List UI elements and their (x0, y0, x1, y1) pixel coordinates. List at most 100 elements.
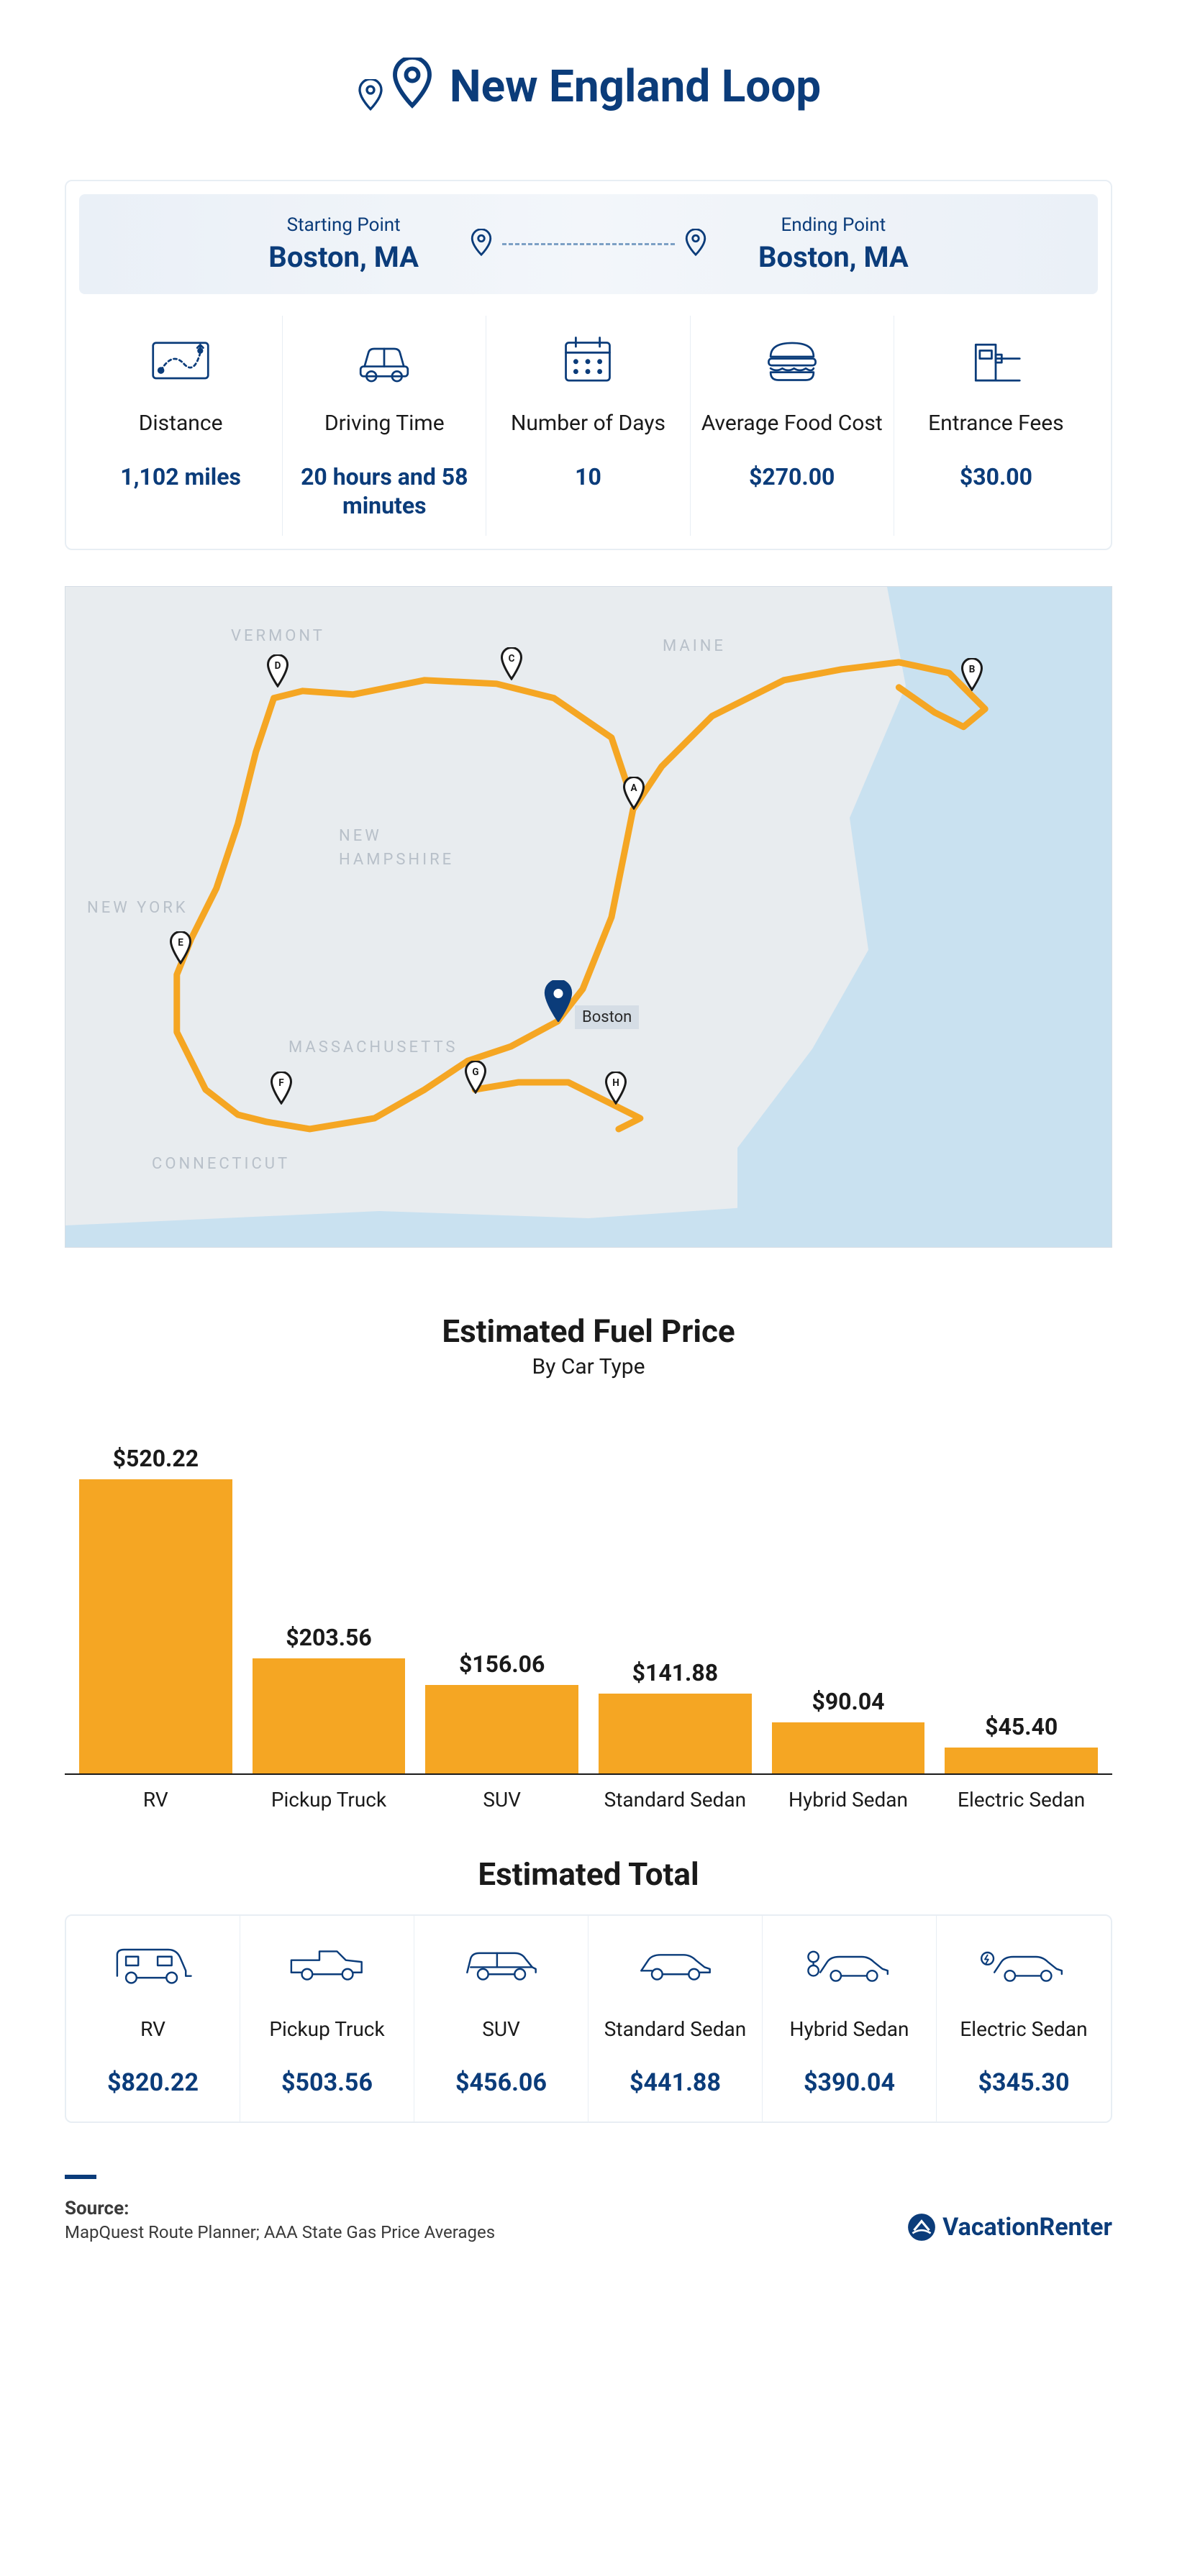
toll-icon (901, 332, 1091, 388)
map-state-label: NEW YORK (87, 896, 217, 920)
bar-category-label: Electric Sedan (945, 1788, 1098, 1812)
stat-value: 1,102 miles (86, 462, 275, 491)
bar-column: $203.56 (253, 1415, 406, 1773)
svg-text:E: E (178, 937, 183, 949)
route-dotted-line (502, 243, 675, 245)
electric-icon (944, 1937, 1104, 1993)
car-icon (290, 332, 478, 388)
stat-label: Entrance Fees (901, 398, 1091, 449)
map-waypoint-pin: C (499, 647, 524, 680)
total-value: $345.30 (944, 2068, 1104, 2097)
svg-text:C: C (509, 653, 515, 664)
small-pin-icon (356, 79, 385, 115)
bar-category-label: Standard Sedan (599, 1788, 752, 1812)
stat-label: Distance (86, 398, 275, 449)
bar-category-label: SUV (425, 1788, 578, 1812)
pickup-icon (247, 1937, 406, 1993)
route-map: VERMONTMAINENEW HAMPSHIRENEW YORKMASSACH… (65, 586, 1112, 1248)
map-waypoint-pin: F (268, 1072, 294, 1105)
total-label: Standard Sedan (596, 2005, 755, 2054)
end-pin-icon (683, 229, 708, 260)
bar-fill (253, 1658, 406, 1773)
map-city-label: Boston (575, 1005, 639, 1029)
bar-fill (945, 1748, 1098, 1773)
bar-fill (79, 1479, 232, 1773)
total-label: RV (73, 2005, 232, 2054)
bar-value-label: $141.88 (632, 1659, 718, 1686)
start-pin-icon (469, 229, 494, 260)
total-cell: Pickup Truck $503.56 (240, 1916, 414, 2121)
totals-card: RV $820.22 Pickup Truck $503.56 SUV $456… (65, 1914, 1112, 2123)
end-label: Ending Point (758, 214, 909, 236)
map-waypoint-pin: B (959, 658, 985, 691)
total-label: SUV (422, 2005, 581, 2054)
total-cell: Standard Sedan $441.88 (588, 1916, 763, 2121)
map-waypoint-pin: E (168, 931, 194, 964)
calendar-icon (494, 332, 682, 388)
svg-text:A: A (630, 782, 637, 794)
total-value: $390.04 (770, 2068, 929, 2097)
total-value: $820.22 (73, 2068, 232, 2097)
start-label: Starting Point (268, 214, 419, 236)
stat-label: Average Food Cost (698, 398, 886, 449)
total-cell: SUV $456.06 (414, 1916, 588, 2121)
fuel-bar-chart: $520.22 $203.56 $156.06 $141.88 $90.04 $… (65, 1415, 1112, 1775)
source-text: MapQuest Route Planner; AAA State Gas Pr… (65, 2222, 495, 2242)
stat-value: 10 (494, 462, 682, 491)
map-state-label: MASSACHUSETTS (288, 1038, 458, 1056)
total-label: Pickup Truck (247, 2005, 406, 2054)
bar-column: $156.06 (425, 1415, 578, 1773)
bar-category-label: RV (79, 1788, 232, 1812)
map-route-line (65, 587, 1112, 1248)
bar-value-label: $90.04 (812, 1688, 884, 1715)
map-waypoint-pin: A (621, 777, 647, 810)
bar-column: $520.22 (79, 1415, 232, 1773)
bar-column: $45.40 (945, 1415, 1098, 1773)
total-value: $441.88 (596, 2068, 755, 2097)
bar-column: $90.04 (772, 1415, 925, 1773)
stat-value: 20 hours and 58 minutes (290, 462, 478, 520)
bar-fill (599, 1694, 752, 1773)
bar-value-label: $156.06 (459, 1650, 545, 1678)
bar-category-label: Pickup Truck (253, 1788, 406, 1812)
header-pin-icons (356, 58, 435, 115)
stat-label: Driving Time (290, 398, 478, 449)
bar-fill (772, 1722, 925, 1773)
source-label: Source: (65, 2198, 495, 2219)
trip-info-card: Starting Point Boston, MA Ending Point B… (65, 180, 1112, 550)
map-waypoint-pin: G (463, 1061, 488, 1094)
total-value: $503.56 (247, 2068, 406, 2097)
svg-text:B: B (969, 664, 976, 675)
stat-value: $30.00 (901, 462, 1091, 491)
page-title: New England Loop (450, 60, 821, 113)
bar-value-label: $45.40 (985, 1713, 1058, 1740)
suv-icon (422, 1937, 581, 1993)
total-cell: Electric Sedan $345.30 (937, 1916, 1111, 2121)
page-header: New England Loop (65, 58, 1112, 115)
totals-title: Estimated Total (65, 1855, 1112, 1893)
brand-logo: VacationRenter (906, 2212, 1112, 2242)
svg-text:F: F (278, 1077, 284, 1089)
stat-value: $270.00 (698, 462, 886, 491)
svg-text:G: G (472, 1067, 478, 1078)
map-waypoint-pin: D (265, 654, 291, 688)
fuel-chart-subtitle: By Car Type (65, 1354, 1112, 1379)
total-label: Electric Sedan (944, 2005, 1104, 2054)
burger-icon (698, 332, 886, 388)
fuel-price-section: Estimated Fuel Price By Car Type $520.22… (65, 1312, 1112, 1812)
stats-row: Distance 1,102 miles Driving Time 20 hou… (79, 316, 1098, 536)
brand-icon (906, 2212, 937, 2242)
end-value: Boston, MA (758, 240, 909, 274)
large-pin-icon (389, 58, 435, 115)
route-end: Ending Point Boston, MA (730, 214, 937, 274)
map-start-pin (542, 980, 575, 1022)
map-state-label: NEW HAMPSHIRE (339, 824, 468, 872)
sedan-icon (596, 1937, 755, 1993)
bar-value-label: $203.56 (286, 1624, 371, 1651)
start-value: Boston, MA (268, 240, 419, 274)
page-footer: Source: MapQuest Route Planner; AAA Stat… (65, 2180, 1112, 2242)
stat-cell: Distance 1,102 miles (79, 316, 283, 536)
route-banner: Starting Point Boston, MA Ending Point B… (79, 194, 1098, 294)
bar-category-label: Hybrid Sedan (772, 1788, 925, 1812)
bar-column: $141.88 (599, 1415, 752, 1773)
